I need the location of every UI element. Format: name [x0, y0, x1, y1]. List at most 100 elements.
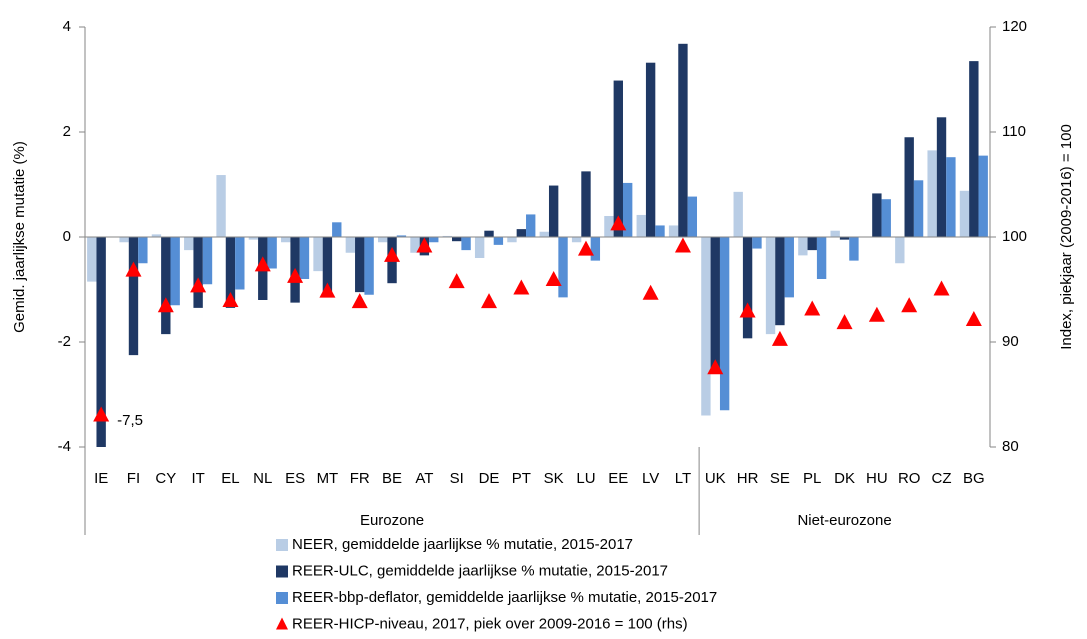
triangle-marker: [222, 292, 239, 308]
bar: [913, 180, 924, 237]
bar: [775, 237, 785, 326]
y2-tick-label: 100: [1002, 228, 1027, 245]
x-tick-label: MT: [317, 470, 339, 487]
bar: [442, 235, 453, 237]
bar: [904, 137, 914, 237]
triangle-marker: [965, 310, 982, 326]
triangle-marker: [674, 237, 691, 253]
x-tick-label: EE: [608, 470, 628, 487]
bar: [701, 237, 711, 416]
y-tick-label: -4: [58, 438, 71, 455]
bar: [936, 117, 947, 237]
bar: [452, 237, 462, 242]
bar: [946, 157, 956, 237]
bar: [733, 191, 743, 237]
bar: [161, 237, 171, 335]
bar: [742, 237, 753, 339]
bar: [493, 237, 504, 245]
triangle-marker: [739, 302, 756, 318]
bar: [138, 237, 148, 264]
y2-axis-title: Index, piekjaar (2009-2016) = 100: [1058, 124, 1075, 350]
bar: [151, 234, 162, 237]
group-label: Eurozone: [360, 512, 424, 529]
legend-swatch: [276, 592, 288, 604]
x-tick-label: HR: [737, 470, 759, 487]
triangle-marker: [481, 293, 498, 309]
bar: [678, 43, 688, 237]
bar: [830, 230, 840, 237]
x-tick-label: HU: [866, 470, 888, 487]
bar: [839, 237, 850, 240]
y2-tick-label: 110: [1002, 123, 1026, 140]
bar: [558, 237, 568, 298]
bar: [798, 237, 808, 256]
bar: [170, 237, 180, 306]
bar: [604, 216, 614, 237]
triangle-marker: [868, 306, 885, 322]
x-tick-label: PL: [803, 470, 821, 487]
triangle-marker: [804, 300, 821, 316]
triangle-marker: [545, 271, 562, 287]
bar: [119, 237, 129, 243]
bar: [927, 150, 937, 237]
y2-tick-label: 120: [1002, 18, 1027, 35]
bar: [872, 193, 882, 237]
triangle-marker: [836, 314, 853, 330]
x-tick-label: CY: [155, 470, 176, 487]
bar: [959, 190, 970, 237]
bar: [184, 237, 194, 251]
x-tick-label: ES: [285, 470, 305, 487]
bar: [548, 185, 559, 237]
bar: [816, 237, 827, 279]
x-tick-label: CZ: [932, 470, 952, 487]
legend-label: REER-HICP-niveau, 2017, piek over 2009-2…: [292, 615, 688, 632]
x-tick-label: DK: [834, 470, 855, 487]
x-tick-label: SE: [770, 470, 790, 487]
legend-swatch: [276, 539, 288, 551]
x-tick-label: LV: [642, 470, 659, 487]
triangle-marker: [771, 330, 788, 346]
bar: [299, 237, 310, 279]
bar: [655, 225, 665, 237]
x-tick-label: AT: [415, 470, 433, 487]
annotation: -7,5: [117, 412, 143, 429]
bar: [461, 237, 471, 251]
triangle-marker: [642, 284, 659, 300]
bar: [193, 237, 203, 308]
bar: [571, 237, 582, 243]
bar: [235, 237, 245, 290]
bar: [429, 237, 439, 243]
bar: [128, 237, 139, 356]
bar: [507, 237, 517, 243]
bar: [752, 237, 762, 249]
triangle-marker: [287, 267, 304, 283]
legend-label: REER-ULC, gemiddelde jaarlijkse % mutati…: [292, 562, 668, 579]
bar: [484, 230, 494, 237]
triangle-marker: [513, 279, 530, 295]
bar: [645, 62, 656, 238]
triangle-marker: [707, 359, 724, 375]
group-label: Niet-eurozone: [797, 512, 891, 529]
bar: [345, 237, 356, 253]
triangle-marker: [384, 246, 401, 262]
y2-tick-label: 90: [1002, 333, 1019, 350]
bar: [364, 237, 374, 295]
bar: [636, 214, 646, 237]
bar: [849, 237, 859, 261]
bar: [332, 222, 342, 237]
bar: [355, 237, 365, 293]
x-tick-label: FR: [350, 470, 370, 487]
triangle-marker: [448, 273, 465, 289]
bar: [410, 237, 420, 253]
bar: [807, 237, 817, 251]
bar: [784, 237, 794, 298]
bar: [881, 199, 891, 237]
bar: [474, 237, 485, 258]
triangle-marker: [190, 277, 207, 293]
triangle-marker: [416, 237, 433, 253]
triangle-marker: [351, 293, 368, 309]
bar: [622, 182, 633, 237]
x-tick-label: SI: [450, 470, 464, 487]
x-tick-label: DE: [479, 470, 500, 487]
